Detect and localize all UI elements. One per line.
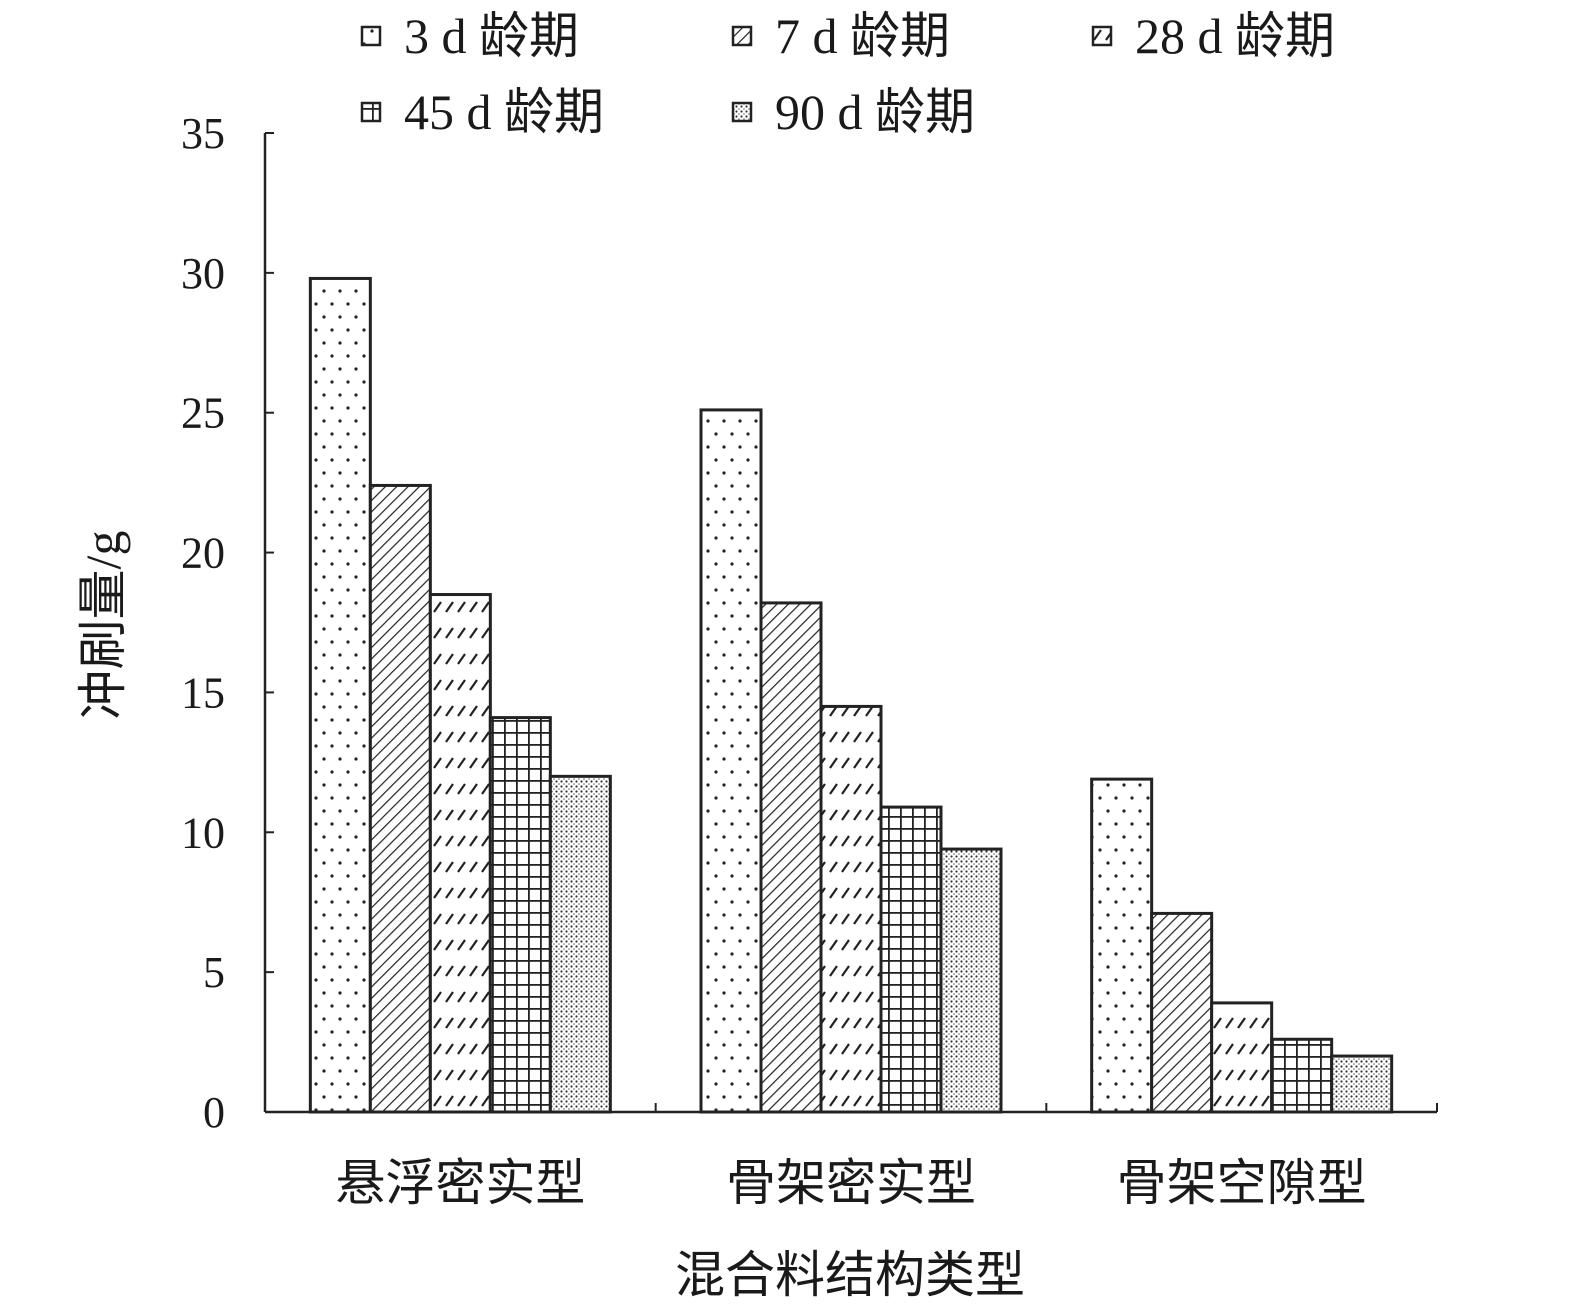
legend-label: 45 d 龄期 <box>404 84 604 140</box>
x-axis-title: 混合料结构类型 <box>675 1247 1025 1303</box>
y-axis: 0 5 10 15 20 25 30 35 <box>181 109 274 1137</box>
bar <box>699 408 763 1114</box>
x-axis: 悬浮密实型 骨架密实型 骨架空隙型 <box>264 1103 1438 1211</box>
legend: 3 d 龄期 7 d 龄期 28 d 龄期 45 d 龄期 90 d 龄期 <box>360 8 1335 140</box>
bar <box>759 601 823 1114</box>
legend-swatch <box>360 101 382 123</box>
legend-swatch <box>1091 25 1113 47</box>
legend-label: 7 d 龄期 <box>775 8 950 64</box>
bar <box>1090 777 1154 1114</box>
legend-swatch <box>731 101 753 123</box>
bar <box>819 704 883 1114</box>
legend-label: 3 d 龄期 <box>404 8 579 64</box>
bar <box>879 805 943 1114</box>
y-tick-label: 20 <box>181 529 225 578</box>
y-tick-label: 30 <box>181 249 225 298</box>
y-axis-title: 冲刷量/g <box>75 531 131 720</box>
x-category-label: 骨架密实型 <box>726 1155 976 1211</box>
y-tick-label: 10 <box>181 808 225 857</box>
y-tick-label: 15 <box>181 668 225 717</box>
bar <box>428 593 492 1114</box>
x-category-label: 悬浮密实型 <box>335 1155 585 1211</box>
bar <box>1210 1001 1274 1114</box>
bar <box>488 716 552 1114</box>
y-tick-label: 25 <box>181 389 225 438</box>
bar <box>548 774 612 1114</box>
legend-label: 90 d 龄期 <box>775 84 975 140</box>
x-category-label: 骨架空隙型 <box>1117 1155 1367 1211</box>
bar <box>939 847 1003 1114</box>
y-tick-label: 0 <box>203 1088 225 1137</box>
bar <box>1330 1054 1394 1114</box>
bar <box>308 276 372 1114</box>
legend-swatch <box>731 25 753 47</box>
legend-swatch <box>360 25 382 47</box>
bar <box>1150 911 1214 1114</box>
bar <box>368 483 432 1114</box>
y-tick-label: 35 <box>181 109 225 158</box>
legend-label: 28 d 龄期 <box>1135 8 1335 64</box>
y-tick-label: 5 <box>203 948 225 997</box>
bars <box>308 276 1394 1114</box>
bar <box>1270 1037 1334 1114</box>
